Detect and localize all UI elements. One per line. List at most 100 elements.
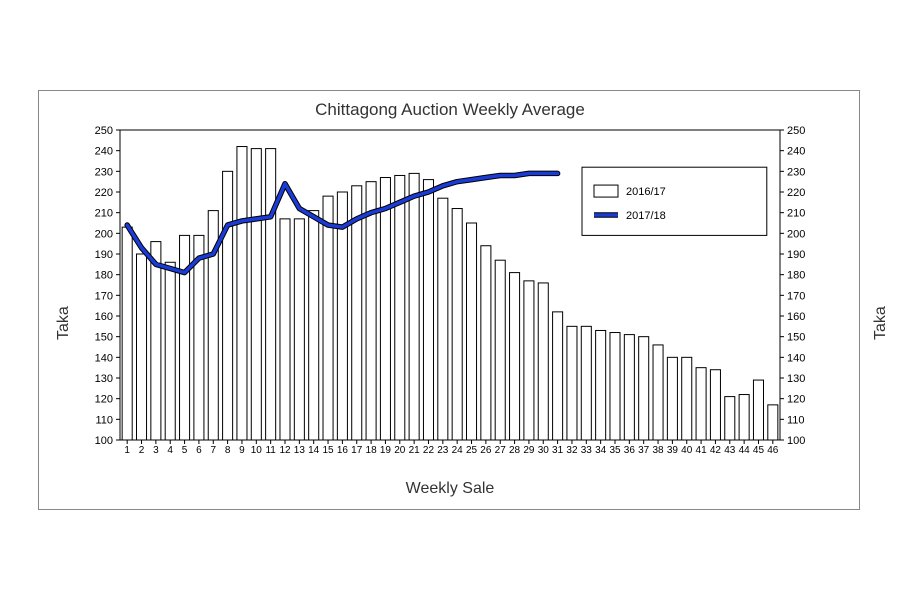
ytick-label-right: 250	[787, 125, 805, 137]
ytick-label-left: 230	[95, 166, 113, 178]
ytick-label-right: 210	[787, 208, 805, 220]
xtick-label: 37	[638, 445, 650, 456]
xtick-label: 33	[581, 445, 593, 456]
ytick-label-right: 150	[787, 332, 805, 344]
xtick-label: 43	[724, 445, 736, 456]
bar	[452, 209, 462, 440]
bar	[237, 147, 247, 440]
bar	[280, 219, 290, 440]
bar	[639, 337, 649, 440]
ytick-label-left: 170	[95, 290, 113, 302]
xtick-label: 32	[566, 445, 578, 456]
xtick-label: 31	[552, 445, 564, 456]
xtick-label: 41	[696, 445, 708, 456]
bar	[624, 335, 634, 440]
xtick-label: 18	[366, 445, 378, 456]
bar	[510, 273, 520, 440]
xtick-label: 26	[480, 445, 492, 456]
bar	[596, 330, 606, 440]
ytick-label-left: 210	[95, 208, 113, 220]
bar	[610, 333, 620, 440]
ytick-label-right: 160	[787, 311, 805, 323]
xtick-label: 17	[351, 445, 363, 456]
ytick-label-left: 240	[95, 146, 113, 158]
chart-svg: 1001001101101201201301301401401501501601…	[60, 120, 840, 480]
xtick-label: 21	[409, 445, 421, 456]
xtick-label: 20	[394, 445, 406, 456]
bar	[682, 357, 692, 440]
xtick-label: 6	[196, 445, 202, 456]
xtick-label: 2	[139, 445, 145, 456]
xtick-label: 16	[337, 445, 349, 456]
ytick-label-left: 180	[95, 270, 113, 282]
xtick-label: 4	[167, 445, 173, 456]
ytick-label-right: 140	[787, 352, 805, 364]
xtick-label: 35	[609, 445, 621, 456]
legend-label-bar: 2016/17	[626, 186, 666, 198]
xtick-label: 44	[739, 445, 751, 456]
ytick-label-right: 230	[787, 166, 805, 178]
ytick-label-right: 180	[787, 270, 805, 282]
ytick-label-left: 100	[95, 435, 113, 447]
bar	[725, 397, 735, 440]
ytick-label-left: 160	[95, 311, 113, 323]
xtick-label: 9	[239, 445, 245, 456]
ytick-label-right: 120	[787, 394, 805, 406]
bar	[223, 171, 233, 440]
bar	[553, 312, 563, 440]
bar	[481, 246, 491, 440]
bar	[380, 178, 390, 440]
ytick-label-right: 100	[787, 435, 805, 447]
ytick-label-right: 200	[787, 228, 805, 240]
xtick-label: 8	[225, 445, 231, 456]
xtick-label: 24	[452, 445, 464, 456]
bar	[194, 235, 204, 440]
ytick-label-left: 110	[95, 414, 113, 426]
xtick-label: 22	[423, 445, 435, 456]
ytick-label-left: 130	[95, 373, 113, 385]
bar	[567, 326, 577, 440]
ytick-label-right: 170	[787, 290, 805, 302]
bar	[366, 182, 376, 440]
ytick-label-left: 120	[95, 394, 113, 406]
bar	[266, 149, 276, 440]
ytick-label-right: 240	[787, 146, 805, 158]
ytick-label-right: 130	[787, 373, 805, 385]
ytick-label-right: 110	[787, 414, 805, 426]
bar	[423, 180, 433, 440]
xtick-label: 12	[279, 445, 291, 456]
bar	[739, 395, 749, 440]
ytick-label-left: 150	[95, 332, 113, 344]
xtick-label: 23	[437, 445, 449, 456]
bar	[710, 370, 720, 440]
bar	[165, 262, 175, 440]
bar	[538, 283, 548, 440]
y-axis-label-right: Taka	[872, 306, 890, 340]
xtick-label: 11	[265, 445, 276, 456]
legend-box	[582, 167, 767, 235]
xtick-label: 1	[124, 445, 130, 456]
bar	[653, 345, 663, 440]
ytick-label-left: 190	[95, 249, 113, 261]
xtick-label: 46	[767, 445, 779, 456]
bar	[467, 223, 477, 440]
bar	[495, 260, 505, 440]
chart-title: Chittagong Auction Weekly Average	[0, 100, 900, 120]
bar	[667, 357, 677, 440]
ytick-label-left: 140	[95, 352, 113, 364]
bar	[151, 242, 161, 440]
bar	[581, 326, 591, 440]
bar	[251, 149, 261, 440]
chart-area: 1001001101101201201301301401401501501601…	[60, 120, 840, 480]
xtick-label: 34	[595, 445, 607, 456]
xtick-label: 29	[523, 445, 535, 456]
xtick-label: 15	[322, 445, 334, 456]
xtick-label: 39	[667, 445, 679, 456]
xtick-label: 14	[308, 445, 320, 456]
xtick-label: 7	[210, 445, 216, 456]
xtick-label: 3	[153, 445, 159, 456]
x-axis-label: Weekly Sale	[0, 480, 900, 498]
xtick-label: 42	[710, 445, 722, 456]
bar	[137, 254, 147, 440]
xtick-label: 10	[251, 445, 263, 456]
